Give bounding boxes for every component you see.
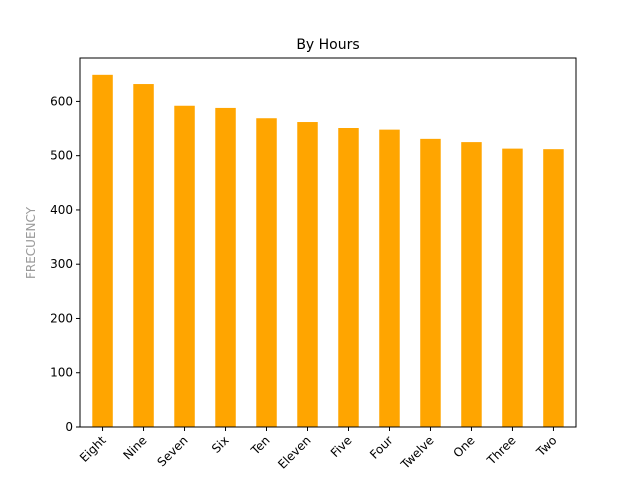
bar-two (543, 149, 564, 427)
bar-eleven (297, 122, 318, 428)
plot-frame (79, 57, 577, 428)
y-tick-label: 200 (50, 311, 73, 325)
bar-eight (92, 74, 113, 428)
chart-title: By Hours (296, 37, 359, 53)
y-axis-ticks: 0 100 200 300 400 500 600 (50, 94, 80, 434)
y-axis-label: FRECUENCY (24, 206, 38, 279)
bar-twelve (420, 138, 441, 427)
y-tick-label: 600 (50, 94, 73, 108)
bars-layer (92, 74, 564, 428)
y-tick-label: 500 (50, 149, 73, 163)
bar-three (502, 148, 523, 427)
bar-ten (256, 118, 277, 427)
bar-six (215, 107, 236, 428)
y-tick-label: 100 (50, 366, 73, 380)
bar-seven (174, 105, 195, 428)
y-tick-label: 300 (50, 257, 73, 271)
bar-nine (133, 84, 154, 427)
bar-one (461, 142, 482, 427)
y-tick-label: 400 (50, 203, 73, 217)
bar-four (379, 129, 400, 428)
y-tick-label: 0 (65, 420, 73, 434)
bar-five (338, 128, 359, 427)
